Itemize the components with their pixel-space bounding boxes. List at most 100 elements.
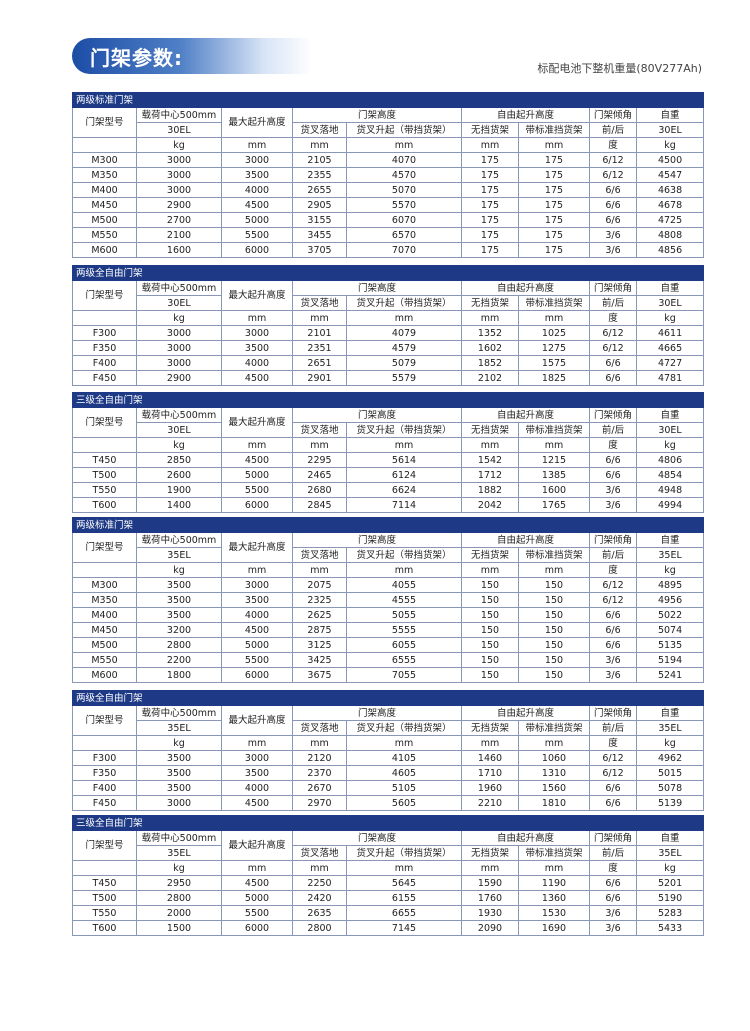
value-cell: 3500 [136,780,222,796]
header-cell: 无挡货架 [461,422,519,438]
value-cell: 3000 [221,577,293,593]
unit-cell: kg [136,437,222,453]
header-cell: 自由起升高度 [461,407,590,423]
section-title: 三级全自由门架 [71,392,705,408]
header-cell: 门架高度 [292,532,462,548]
header-cell [72,860,137,876]
value-cell: 6000 [221,667,293,683]
header-cell: 载荷中心500mm [136,830,222,846]
model-cell: F300 [72,325,137,341]
value-cell: 6055 [346,637,462,653]
value-cell: 5105 [346,780,462,796]
unit-row: kg mm mm mm mm mm 度 kg [72,437,705,453]
value-cell: 3455 [292,227,347,243]
value-cell: 2075 [292,577,347,593]
unit-cell: mm [221,860,293,876]
value-cell: 2970 [292,795,347,811]
model-cell: T500 [72,467,137,483]
header-cell: 自重 [635,705,705,721]
value-cell: 1275 [518,340,590,356]
value-cell: 3500 [136,592,222,608]
value-cell: 3000 [136,325,222,341]
header-row: 门架型号 载荷中心500mm 最大起升高度 门架高度 自由起升高度 门架倾角 自重 [72,532,705,563]
unit-cell: 度 [589,562,637,578]
header-cell: 门架高度 [292,107,462,123]
unit-cell: mm [346,562,462,578]
value-cell: 1385 [518,467,590,483]
data-row: M550 2100 5500 3455 6570 175 175 3/6 4808 [72,227,705,243]
value-cell: 175 [518,167,590,183]
value-cell: 4500 [635,152,705,168]
value-cell: 2655 [292,182,347,198]
value-cell: 2090 [461,920,519,936]
value-cell: 2101 [292,325,347,341]
header-cell: 货叉升起（带挡货架） [346,295,462,311]
value-cell: 1600 [136,242,222,258]
header-cell: 货叉落地 [292,422,347,438]
value-cell: 3500 [221,167,293,183]
unit-cell: kg [136,860,222,876]
value-cell: 2845 [292,497,347,513]
value-cell: 4665 [635,340,705,356]
data-row: T500 2600 5000 2465 6124 1712 1385 6/6 4854 [72,467,705,483]
title: 门架参数: [90,46,183,70]
value-cell: 4079 [346,325,462,341]
header-cell: 最大起升高度 [221,830,293,861]
data-row: T450 2850 4500 2295 5614 1542 1215 6/6 4806 [72,452,705,468]
model-cell: F350 [72,340,137,356]
header-cell: 门架高度 [292,280,462,296]
value-cell: 3000 [136,795,222,811]
value-cell: 4500 [221,622,293,638]
section-row: 两级全自由门架 [71,690,705,706]
value-cell: 4856 [635,242,705,258]
value-cell: 5194 [635,652,705,668]
header-cell: 货叉升起（带挡货架） [346,720,462,736]
value-cell: 5500 [221,227,293,243]
value-cell: 175 [518,152,590,168]
value-cell: 6/6 [589,212,637,228]
value-cell: 4070 [346,152,462,168]
header-cell: 门架高度 [292,407,462,423]
value-cell: 3/6 [589,920,637,936]
section-row: 两级标准门架 [71,517,705,533]
unit-row: kg mm mm mm mm mm 度 kg [72,735,705,751]
value-cell: 4956 [635,592,705,608]
unit-cell: kg [136,310,222,326]
header-cell: 门架倾角 [589,107,637,123]
value-cell: 2250 [292,875,347,891]
unit-cell: kg [635,137,705,153]
header-cell: 门架高度 [292,830,462,846]
unit-cell: mm [221,437,293,453]
section-row: 三级全自由门架 [71,815,705,831]
data-row: M350 3500 3500 2325 4555 150 150 6/12 4956 [72,592,705,608]
section-row: 两级全自由门架 [71,265,705,281]
header-cell: 前/后 [589,547,637,563]
value-cell: 2900 [136,197,222,213]
value-cell: 4725 [635,212,705,228]
header-cell: 前/后 [589,845,637,861]
value-cell: 2850 [136,452,222,468]
unit-cell: mm [221,735,293,751]
value-cell: 7114 [346,497,462,513]
value-cell: 1930 [461,905,519,921]
value-cell: 3500 [221,765,293,781]
model-cell: T600 [72,920,137,936]
unit-cell: mm [221,310,293,326]
value-cell: 4611 [635,325,705,341]
value-cell: 3000 [221,152,293,168]
value-cell: 6/6 [589,197,637,213]
value-cell: 1765 [518,497,590,513]
header-cell: 无挡货架 [461,720,519,736]
value-cell: 6/6 [589,622,637,638]
value-cell: 175 [461,227,519,243]
header-cell: 货叉升起（带挡货架） [346,547,462,563]
model-cell: F450 [72,370,137,386]
value-cell: 1810 [518,795,590,811]
header-cell: 带标准挡货架 [518,422,590,438]
header-cell: 前/后 [589,295,637,311]
header-cell: 门架倾角 [589,532,637,548]
value-cell: 7070 [346,242,462,258]
value-cell: 6/12 [589,765,637,781]
value-cell: 4000 [221,780,293,796]
